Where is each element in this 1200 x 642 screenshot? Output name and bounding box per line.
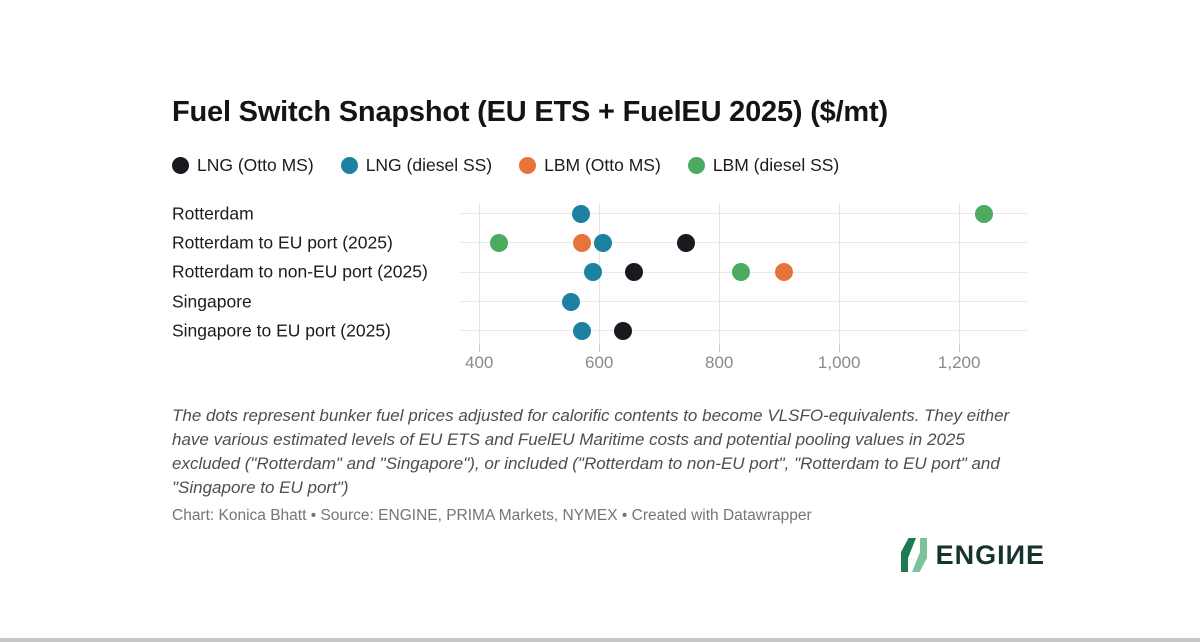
data-point-dot	[584, 263, 603, 282]
row-gridline	[460, 213, 1027, 215]
data-point-dot	[490, 233, 508, 252]
chart-notes: The dots represent bunker fuel prices ad…	[172, 406, 1010, 497]
chart-title: Fuel Switch Snapshot (EU ETS + FuelEU 20…	[172, 96, 888, 128]
row-label: Rotterdam	[172, 203, 254, 224]
legend-label: LBM (Otto MS)	[544, 155, 661, 175]
x-tick-label: 1,200	[937, 353, 981, 372]
chart-legend: LNG (Otto MS) LNG (diesel SS) LBM (Otto MS…	[172, 155, 839, 176]
engine-logo-icon	[899, 538, 929, 572]
x-tick-mark	[839, 345, 841, 352]
legend-item-2: LNG (diesel SS)	[340, 155, 493, 176]
data-point-dot	[732, 263, 751, 282]
x-tick-mark	[599, 345, 601, 352]
engine-logo: ENGIИE	[899, 538, 1045, 572]
legend-swatch-icon	[687, 157, 705, 174]
row-gridline	[460, 242, 1027, 244]
x-tick-label: 800	[705, 353, 734, 372]
bottom-window-edge	[0, 638, 1200, 642]
data-point-dot	[562, 292, 580, 311]
x-gridline	[959, 203, 961, 345]
x-tick-mark	[959, 345, 961, 352]
engine-logo-text: ENGIИE	[935, 539, 1045, 570]
x-gridline	[599, 203, 601, 345]
data-point-dot	[613, 321, 632, 340]
legend-swatch-icon	[519, 157, 537, 174]
data-point-dot	[572, 321, 591, 340]
legend-item-1: LNG (Otto MS)	[172, 155, 314, 176]
row-label: Rotterdam to EU port (2025)	[172, 232, 393, 253]
data-point-dot	[775, 263, 793, 282]
row-label: Singapore	[172, 291, 252, 312]
legend-label: LNG (diesel SS)	[365, 155, 493, 175]
data-point-dot	[625, 263, 643, 282]
legend-item-4: LBM (diesel SS)	[687, 155, 840, 176]
x-tick-mark	[719, 345, 721, 352]
legend-label: LNG (Otto MS)	[197, 155, 314, 175]
legend-item-3: LBM (Otto MS)	[519, 155, 661, 176]
legend-label: LBM (diesel SS)	[712, 155, 840, 175]
data-point-dot	[572, 204, 591, 223]
row-label: Singapore to EU port (2025)	[172, 320, 391, 341]
x-tick-label: 400	[465, 353, 494, 372]
x-tick-mark	[479, 345, 481, 352]
row-gridline	[460, 271, 1027, 273]
legend-swatch-icon	[340, 157, 358, 174]
data-point-dot	[594, 233, 613, 252]
row-gridline	[460, 330, 1027, 332]
chart-credit: Chart: Konica Bhatt • Source: ENGINE, PR…	[172, 507, 812, 524]
x-gridline	[479, 203, 481, 345]
row-label: Rotterdam to non-EU port (2025)	[172, 261, 428, 282]
x-tick-label: 1,000	[817, 353, 861, 372]
data-point-dot	[676, 233, 695, 252]
data-point-dot	[573, 233, 592, 252]
row-gridline	[460, 301, 1027, 303]
x-gridline	[839, 203, 841, 345]
x-gridline	[719, 203, 721, 345]
legend-swatch-icon	[172, 157, 189, 174]
data-point-dot	[974, 204, 993, 223]
x-tick-label: 600	[585, 353, 614, 372]
